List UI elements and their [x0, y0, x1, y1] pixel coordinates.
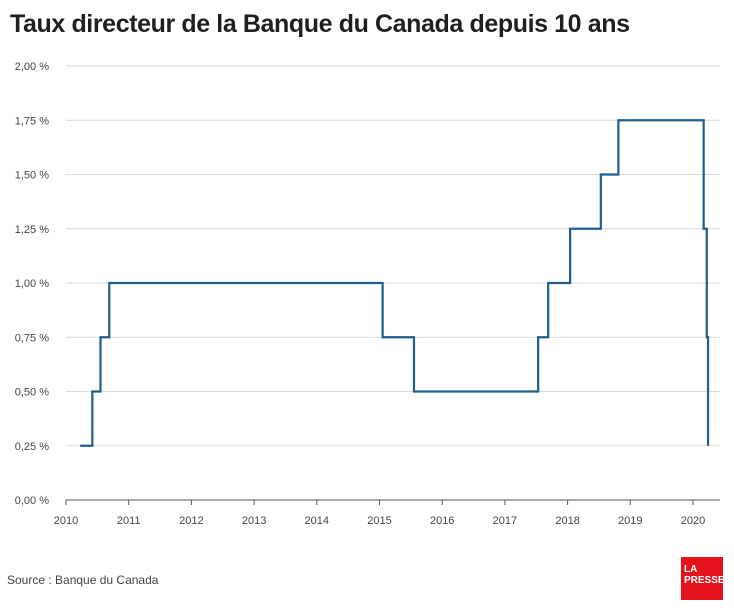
series: [80, 119, 710, 447]
y-tick-label: 0,75 %: [15, 332, 49, 344]
series-line-0: [80, 119, 710, 447]
x-tick-label: 2018: [555, 515, 579, 527]
y-tick-label: 0,00 %: [15, 495, 49, 507]
x-axis: [65, 499, 720, 505]
x-tick-label: 2010: [54, 515, 78, 527]
y-tick-label: 2,00 %: [15, 61, 49, 73]
grid: [66, 65, 720, 447]
x-tick-label: 2019: [618, 515, 642, 527]
chart-title: Taux directeur de la Banque du Canada de…: [10, 10, 630, 38]
x-tick-label: 2011: [117, 515, 141, 527]
y-tick-label: 1,00 %: [15, 278, 49, 290]
y-axis-tick-labels: 0,00 % 0,25 % 0,50 % 0,75 % 1,00 % 1,25 % 1,50…: [15, 61, 49, 507]
y-tick-label: 0,50 %: [15, 387, 49, 399]
logo-line-2: PRESSE: [684, 575, 725, 586]
logo-line-1: LA: [684, 564, 698, 575]
la-presse-logo: LA PRESSE: [681, 557, 725, 600]
x-tick-label: 2014: [305, 515, 329, 527]
x-axis-tick-labels: 2010 2011 2012 2013 2014 2015 2016 2017 2018 2019…: [54, 515, 705, 527]
y-tick-label: 1,25 %: [15, 224, 49, 236]
x-tick-label: 2017: [493, 515, 517, 527]
source-note: Source : Banque du Canada: [7, 573, 159, 587]
x-tick-label: 2013: [242, 515, 266, 527]
x-tick-label: 2016: [430, 515, 454, 527]
x-tick-label: 2015: [367, 515, 391, 527]
y-tick-label: 1,50 %: [15, 170, 49, 182]
x-tick-label: 2012: [179, 515, 203, 527]
y-tick-label: 1,75 %: [15, 115, 49, 127]
x-tick-label: 2020: [681, 515, 705, 527]
y-tick-label: 0,25 %: [15, 441, 49, 453]
